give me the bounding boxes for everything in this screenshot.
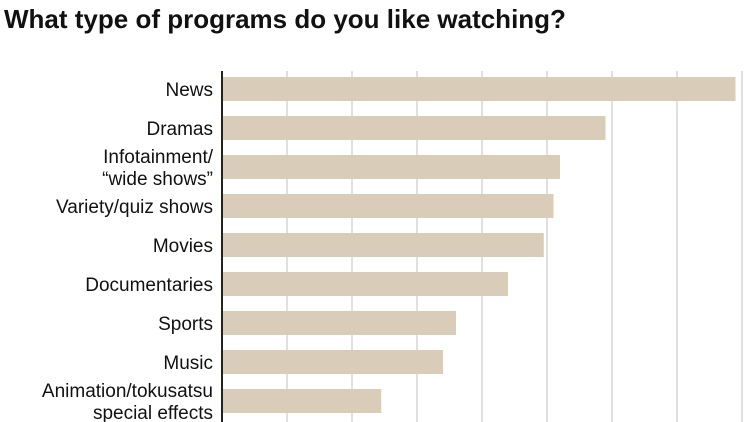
category-label: Infotainment/“wide shows” xyxy=(102,147,214,190)
bar xyxy=(222,77,736,101)
bars xyxy=(222,77,736,413)
bar xyxy=(222,194,554,218)
category-label: News xyxy=(165,80,213,101)
category-label: Variety/quiz shows xyxy=(56,197,213,218)
category-label: Sports xyxy=(158,314,213,335)
chart-title: What type of programs do you like watchi… xyxy=(4,4,566,34)
category-label: Dramas xyxy=(146,119,213,140)
category-label: Documentaries xyxy=(85,275,213,296)
bar xyxy=(222,116,606,140)
bar xyxy=(222,272,508,296)
bar xyxy=(222,350,443,374)
category-label: Music xyxy=(163,353,213,374)
bar xyxy=(222,233,544,257)
bar xyxy=(222,311,456,335)
bar xyxy=(222,155,560,179)
category-label: Movies xyxy=(153,236,213,257)
bar xyxy=(222,389,382,413)
category-label: Animation/tokusatsu special effects xyxy=(42,381,213,422)
category-labels: News Dramas Infotainment/“wide shows” Varie… xyxy=(42,80,214,422)
